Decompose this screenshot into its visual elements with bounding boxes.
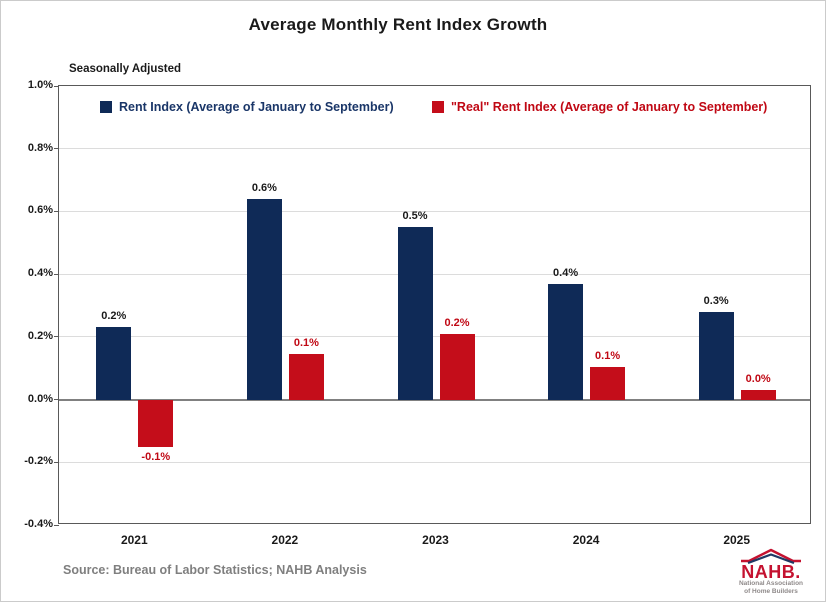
y-tick-label: 0.0% (27, 392, 53, 405)
y-tick-label: -0.4% (24, 518, 53, 530)
legend-label-real-rent-index: "Real" Rent Index (Average of January to… (451, 100, 768, 114)
y-tick-mark (54, 273, 59, 275)
gridline (59, 148, 810, 150)
y-tick-label: -0.2% (24, 455, 53, 468)
bar (138, 399, 174, 447)
legend-label-rent-index: Rent Index (Average of January to Septem… (119, 100, 394, 114)
bar (246, 198, 282, 400)
chart-subtitle: Seasonally Adjusted (69, 63, 182, 75)
nahb-subtext-line1: National Association (738, 580, 804, 587)
zero-axis-line (59, 398, 810, 401)
legend-item-real-rent-index: "Real" Rent Index (Average of January to… (432, 100, 767, 114)
bar-value-label: 0.1% (595, 349, 621, 362)
gridline (59, 461, 810, 463)
y-tick-label: 0.8% (27, 141, 53, 154)
gridline (59, 273, 810, 275)
y-tick-mark (54, 85, 59, 87)
legend-swatch-blue (100, 101, 112, 113)
bar (740, 390, 776, 400)
legend-item-rent-index: Rent Index (Average of January to Septem… (100, 100, 394, 114)
gridline (59, 210, 810, 212)
bar-value-label: -0.1% (141, 450, 171, 463)
y-tick-mark (54, 336, 59, 338)
source-note: Source: Bureau of Labor Statistics; NAHB… (63, 563, 367, 577)
bar-value-label: 0.2% (101, 310, 127, 323)
bar-value-label: 0.3% (703, 294, 729, 307)
x-axis-label: 2023 (422, 533, 449, 547)
bar (590, 366, 626, 400)
bar (698, 311, 734, 400)
bar-value-label: 0.4% (553, 266, 579, 279)
bar-value-label: 0.6% (251, 181, 277, 194)
y-tick-mark (54, 399, 59, 401)
x-axis-label: 2022 (271, 533, 299, 547)
bar (548, 283, 584, 400)
x-axis-label: 2024 (572, 533, 600, 547)
x-axis-label: 2025 (723, 533, 751, 547)
y-tick-mark (54, 210, 59, 212)
x-axis-label: 2021 (120, 533, 148, 547)
plot-area: Rent Index (Average of January to Septem… (24, 79, 811, 547)
legend-swatch-red (432, 101, 444, 113)
y-tick-label: 0.2% (27, 329, 53, 342)
gridline (59, 336, 810, 338)
y-tick-mark (54, 461, 59, 463)
y-tick-mark (54, 524, 59, 526)
bar-value-label: 0.0% (745, 373, 771, 386)
bar-value-label: 0.2% (444, 316, 470, 329)
bar-value-label: 0.5% (402, 210, 428, 223)
y-tick-label: 1.0% (27, 79, 53, 91)
bar (288, 354, 324, 400)
bar (96, 327, 132, 400)
y-tick-mark (54, 148, 59, 150)
nahb-subtext-line2: of Home Builders (744, 587, 798, 595)
y-tick-label: 0.6% (27, 204, 53, 217)
nahb-acronym: NAHB. (741, 562, 801, 582)
bar (439, 333, 475, 400)
bar (397, 227, 433, 400)
bar-value-label: 0.1% (293, 337, 319, 350)
y-tick-label: 0.4% (27, 267, 53, 280)
chart-title: Average Monthly Rent Index Growth (248, 15, 548, 34)
legend: Rent Index (Average of January to Septem… (59, 100, 810, 116)
nahb-logo: NAHB. National Association of Home Build… (733, 547, 809, 595)
nahb-roof-icon (741, 548, 801, 564)
